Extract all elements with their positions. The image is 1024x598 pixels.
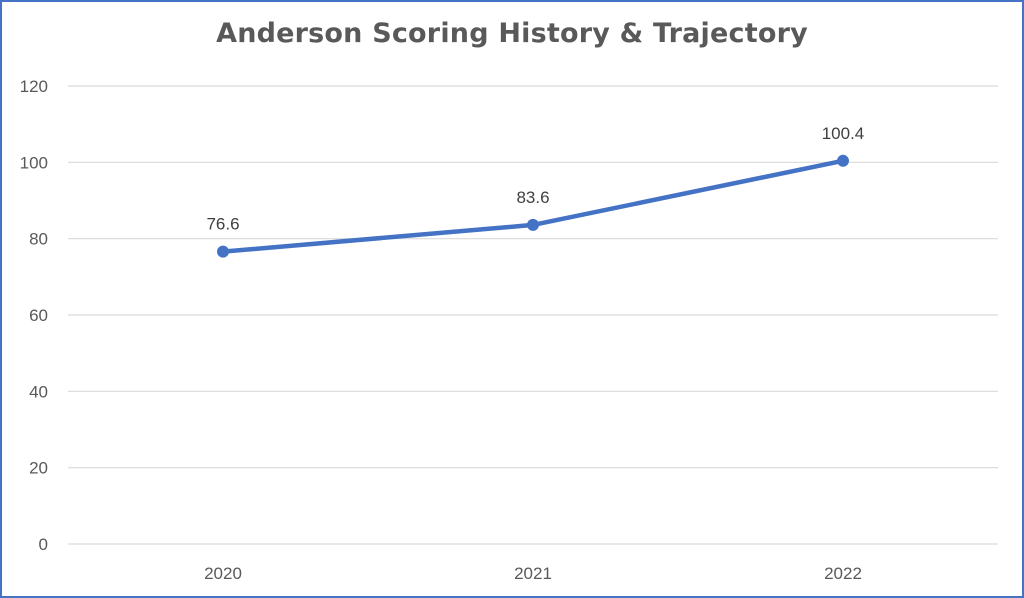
gridlines [68, 85, 998, 545]
data-label: 100.4 [822, 124, 865, 143]
data-point [837, 154, 849, 167]
y-tick-label: 20 [29, 459, 48, 478]
y-tick-label: 40 [29, 382, 48, 401]
y-axis-tick-labels: 0 20 40 60 80 100 120 [20, 77, 48, 554]
y-tick-label: 100 [20, 153, 48, 172]
chart-title: Anderson Scoring History & Trajectory [216, 18, 808, 49]
y-tick-label: 120 [20, 77, 48, 96]
x-tick-label: 2020 [204, 564, 242, 583]
x-axis-tick-labels: 2020 2021 2022 [204, 564, 862, 583]
data-point [527, 218, 539, 231]
data-label: 83.6 [516, 188, 549, 207]
x-tick-label: 2022 [824, 564, 862, 583]
data-labels: 76.6 83.6 100.4 [206, 124, 864, 234]
y-tick-label: 60 [29, 306, 48, 325]
x-tick-label: 2021 [514, 564, 552, 583]
series-layer [217, 154, 849, 258]
data-label: 76.6 [206, 215, 239, 234]
data-point [217, 245, 229, 258]
y-tick-label: 80 [29, 230, 48, 249]
y-tick-label: 0 [39, 535, 48, 554]
